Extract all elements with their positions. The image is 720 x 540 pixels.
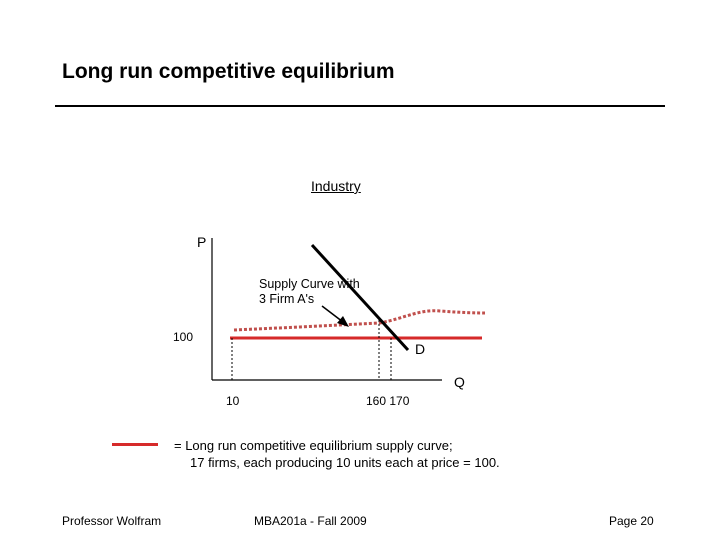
legend-text: = Long run competitive equilibrium suppl… <box>174 437 500 471</box>
footer-author: Professor Wolfram <box>62 514 162 528</box>
quantity-tick-160-170: 160 170 <box>366 394 410 408</box>
annotation-line-1: Supply Curve with <box>259 277 360 291</box>
y-axis-label: P <box>197 234 207 250</box>
short-run-supply-curve <box>233 309 486 332</box>
quantity-tick-10: 10 <box>226 394 240 408</box>
demand-curve <box>310 243 410 352</box>
annotation-arrow-shaft <box>321 305 344 323</box>
footer-page-number: Page 20 <box>609 514 654 528</box>
annotation-arrow-head <box>337 316 349 327</box>
price-100-label: 100 <box>173 330 194 344</box>
legend-swatch-lr-supply <box>112 443 158 446</box>
industry-panel-label: Industry <box>311 178 361 194</box>
footer-course: MBA201a - Fall 2009 <box>254 514 367 528</box>
legend-line-1: = Long run competitive equilibrium suppl… <box>174 438 453 453</box>
supply-curve-annotation: Supply Curve with 3 Firm A's <box>259 277 360 307</box>
title-divider <box>55 105 665 107</box>
x-axis-label: Q <box>454 374 465 390</box>
slide-title: Long run competitive equilibrium <box>62 60 395 83</box>
demand-label: D <box>415 341 426 357</box>
annotation-line-2: 3 Firm A's <box>259 292 315 306</box>
legend-line-2: 17 firms, each producing 10 units each a… <box>190 455 500 470</box>
